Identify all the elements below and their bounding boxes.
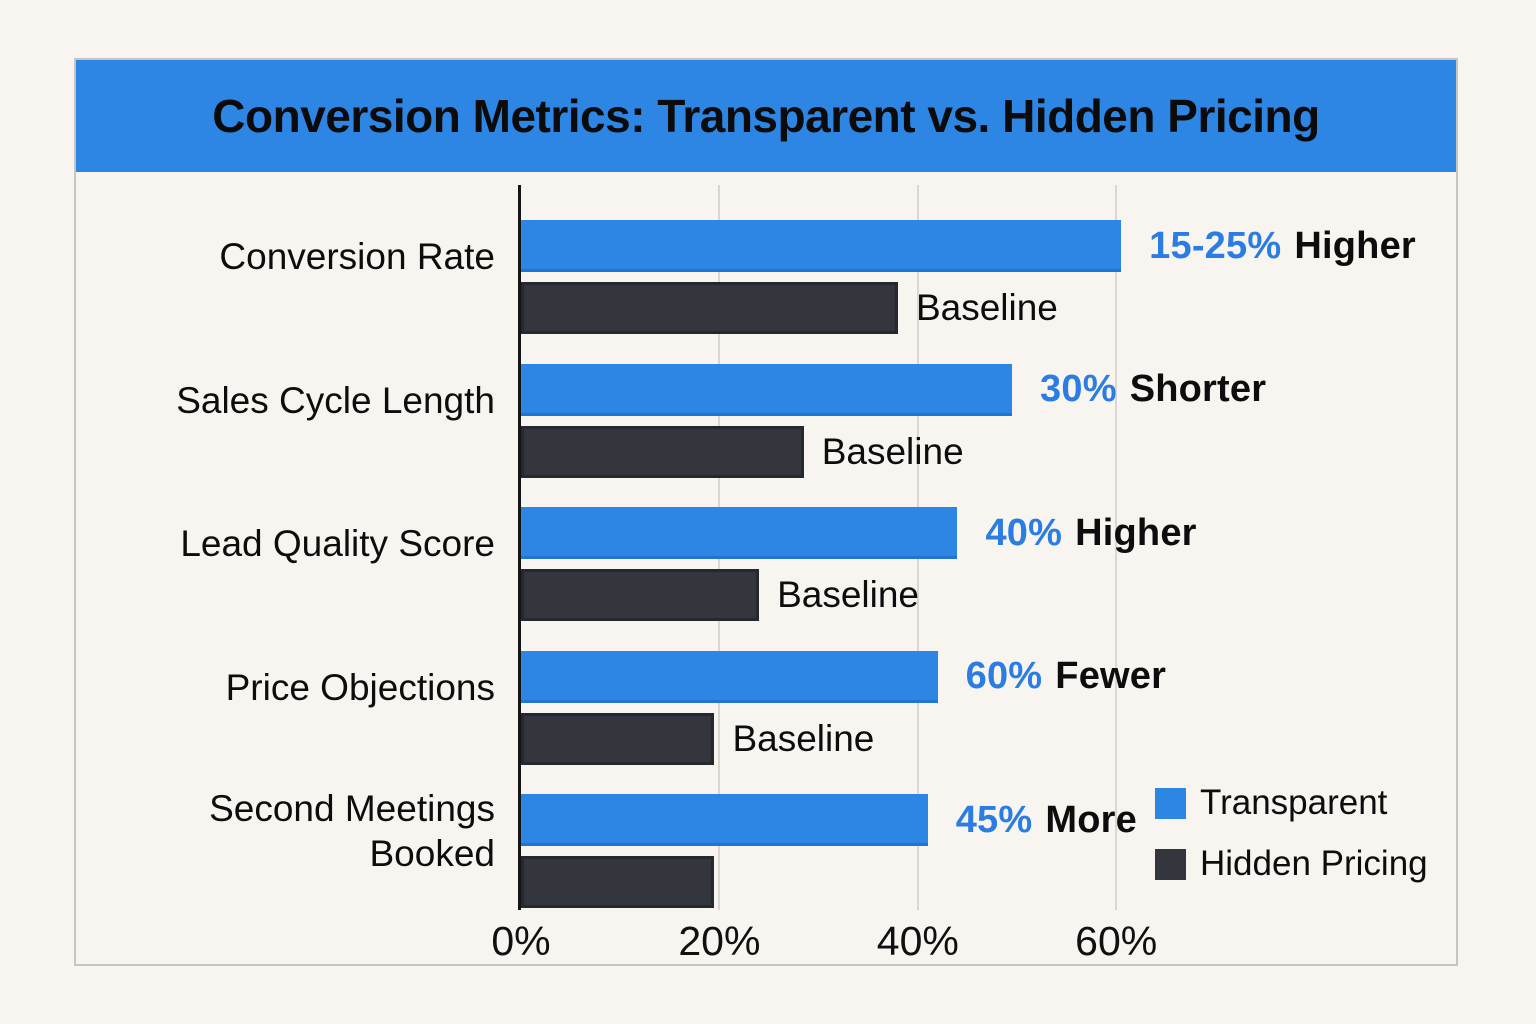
x-tick-label-0: 0% [491,918,551,964]
bar-hidden-pricing-second-meetings-booked [521,856,715,908]
category-label-sales-cycle-length: Sales Cycle Length [176,379,495,421]
baseline-label-lead-quality-score: Baseline [777,574,920,615]
legend-swatch-hidden-pricing [1155,848,1186,880]
category-label-lead-quality-score: Lead Quality Score [180,523,495,565]
bar-transparent-second-meetings-booked [521,794,928,846]
annotation-value: 45% [955,798,1033,841]
annotation-sales-cycle-length: 30% Shorter [1040,364,1266,416]
annotation-price-objections: 60% Fewer [966,651,1166,703]
bar-transparent-conversion-rate [521,220,1122,272]
annotation-value: 40% [985,511,1063,554]
annotation-lead-quality-score: 40% Higher [985,507,1196,559]
bar-hidden-pricing-price-objections [521,712,715,765]
bar-hidden-pricing-lead-quality-score [521,569,760,621]
baseline-label-conversion-rate: Baseline [915,287,1058,328]
annotation-suffix: Shorter [1129,368,1267,410]
annotation-value: 15-25% [1149,224,1282,267]
legend-item-hidden-pricing: Hidden Pricing [1155,844,1428,884]
annotation-suffix: Higher [1294,224,1416,267]
chart-header: Conversion Metrics: Transparent vs. Hidd… [76,60,1456,172]
x-tick-label-60: 60% [1075,918,1158,964]
chart-area: Conversion Rate Sales Cycle Length Lead Qu… [76,172,1456,964]
bar-hidden-pricing-conversion-rate [521,282,898,334]
x-tick-label-20: 20% [678,918,761,964]
legend: Transparent Hidden Pricing [1155,783,1428,905]
annotation-suffix: Fewer [1055,655,1167,697]
category-label-second-meetings-booked: Second Meetings Booked [209,787,495,874]
legend-item-transparent: Transparent [1155,783,1428,823]
category-label-conversion-rate: Conversion Rate [219,236,495,278]
chart-title: Conversion Metrics: Transparent vs. Hidd… [212,90,1320,142]
annotation-second-meetings-booked: 45% More [956,794,1137,846]
annotation-conversion-rate: 15-25% Higher [1149,220,1416,272]
plot-area: 0% 20% 40% 60% 15-25% Higher Baseline 30% Shorte… [491,185,1459,964]
gridline-60-percent [1115,185,1118,910]
bar-hidden-pricing-sales-cycle-length [521,425,804,478]
baseline-label-price-objections: Baseline [732,717,875,759]
baseline-label-sales-cycle-length: Baseline [821,430,964,472]
legend-swatch-transparent [1155,787,1186,819]
bar-transparent-price-objections [521,650,938,703]
annotation-suffix: More [1045,798,1137,841]
bar-transparent-sales-cycle-length [521,363,1013,416]
annotation-value: 60% [965,655,1043,697]
bar-transparent-lead-quality-score [521,507,958,559]
annotation-suffix: Higher [1075,511,1197,554]
legend-label-transparent: Transparent [1200,783,1388,822]
annotation-value: 30% [1040,368,1117,410]
chart-card: Conversion Metrics: Transparent vs. Hidd… [74,58,1458,966]
category-label-price-objections: Price Objections [225,666,495,708]
legend-label-hidden-pricing: Hidden Pricing [1200,844,1428,883]
x-tick-label-40: 40% [876,918,959,964]
